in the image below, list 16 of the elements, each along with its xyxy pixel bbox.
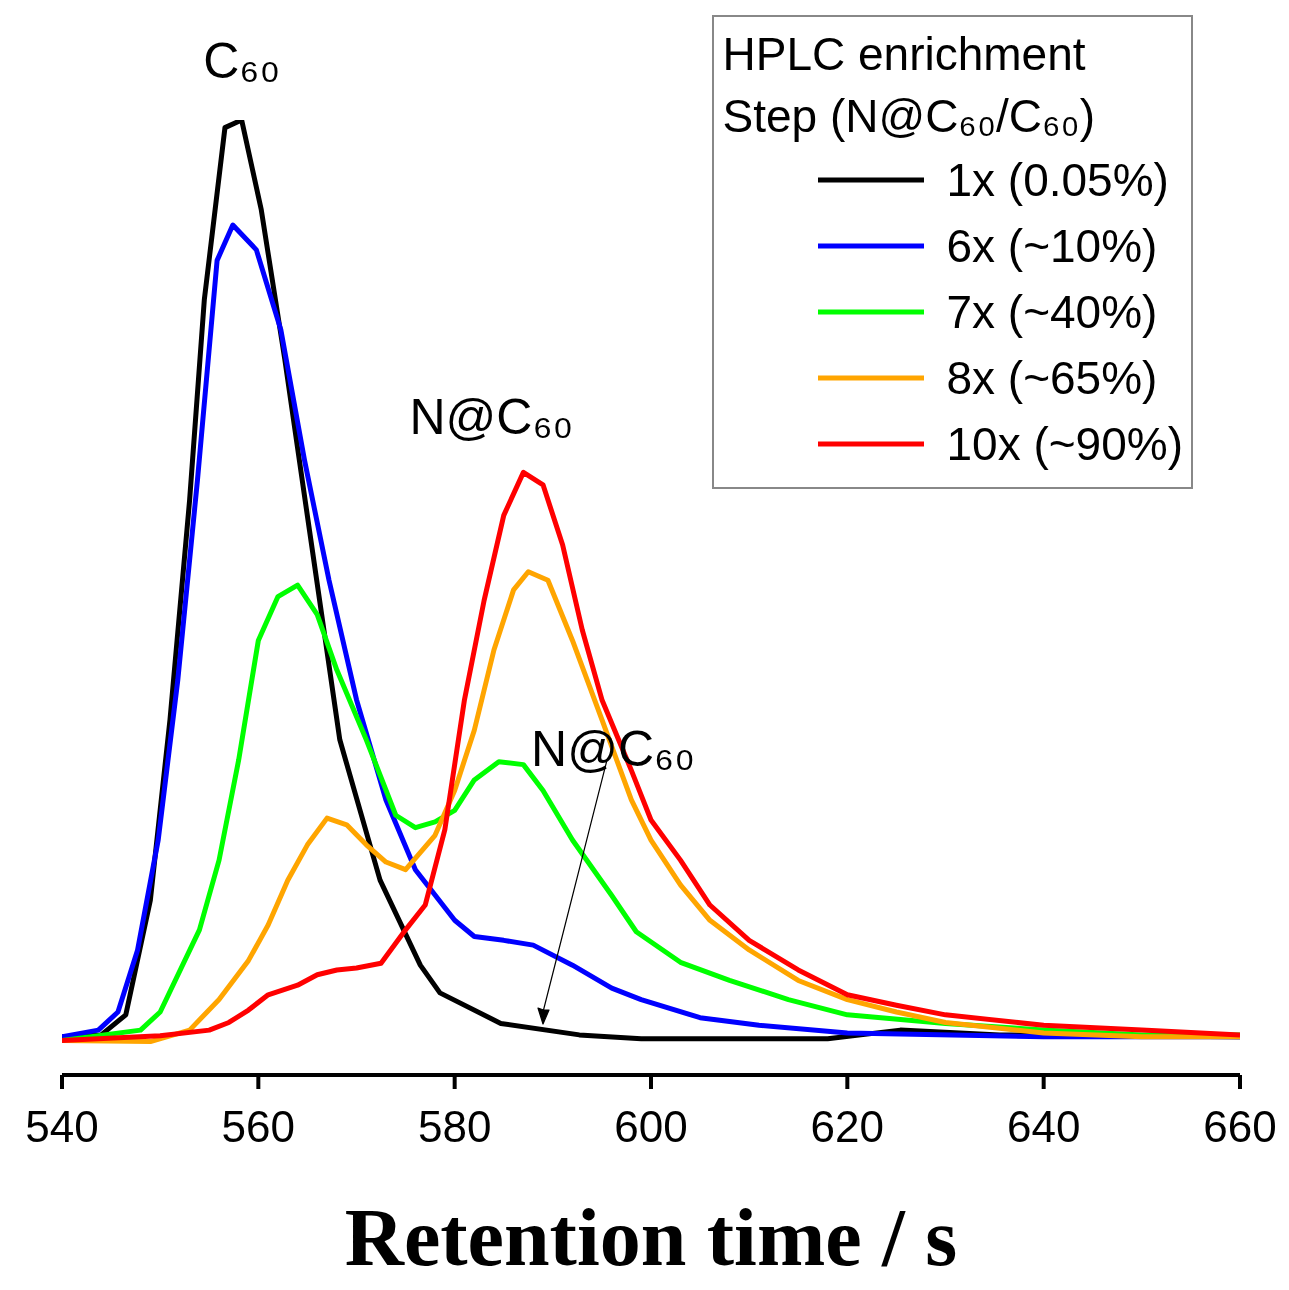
x-tick-label: 540: [25, 1102, 99, 1152]
x-tick-label: 640: [1006, 1102, 1081, 1152]
annotation: C₆₀: [203, 33, 281, 89]
legend-label: 6x (~10%): [946, 219, 1158, 274]
x-tick-label: 620: [810, 1102, 885, 1152]
x-tick-label: 660: [1203, 1102, 1277, 1152]
legend-label: 10x (~90%): [946, 417, 1183, 472]
legend-label: 8x (~65%): [946, 351, 1158, 406]
legend-label: 7x (~40%): [946, 285, 1158, 340]
x-tick-label: 600: [614, 1102, 688, 1152]
x-axis-title: Retention time / s: [344, 1192, 958, 1283]
legend-label: 1x (0.05%): [946, 153, 1169, 208]
x-tick-label: 580: [417, 1102, 492, 1152]
x-tick-label: 560: [221, 1102, 296, 1152]
annotation: N@C₆₀: [409, 389, 574, 446]
legend-title: HPLC enrichment Step (N@C₆₀/C₆₀): [722, 27, 1096, 144]
